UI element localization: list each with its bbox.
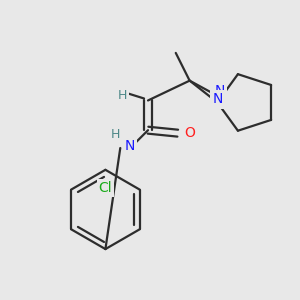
- Text: N: N: [212, 92, 223, 106]
- Text: N: N: [125, 139, 135, 153]
- Text: H: H: [118, 89, 127, 102]
- Text: N: N: [214, 84, 224, 98]
- Text: H: H: [111, 128, 120, 141]
- Text: Cl: Cl: [99, 181, 112, 195]
- Text: O: O: [184, 126, 195, 140]
